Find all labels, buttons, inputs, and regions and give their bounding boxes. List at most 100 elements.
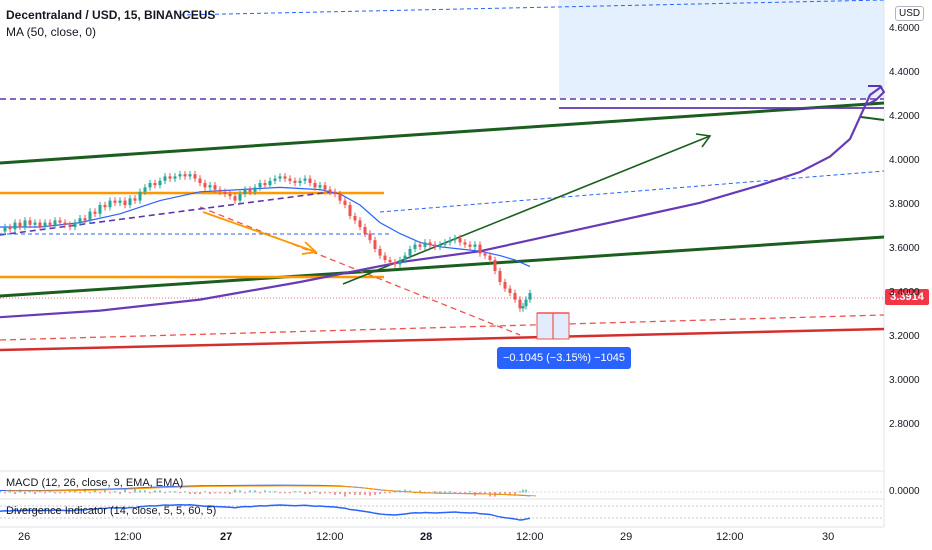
support-line-red[interactable] [0,327,885,352]
time-tick-label: 30 [822,531,835,543]
time-tick-label: 12:00 [316,531,344,543]
candle-body [23,220,27,227]
macd-bar [209,492,211,495]
macd-bar [404,489,406,493]
macd-bar [54,492,56,494]
macd-bar [329,492,331,494]
candle-body [298,180,302,183]
candle-body [108,200,112,208]
cursor-wedge [867,85,886,105]
macd-bar [229,492,231,495]
macd-bar [289,492,291,494]
lower-channel-line[interactable] [0,235,885,298]
support-dashed-red[interactable] [0,314,885,341]
macd-axis-label: 0.0000 [889,486,920,497]
macd-bar [359,492,361,495]
divergence-line [0,504,531,521]
candle-body [283,176,287,179]
candle-body [518,299,522,309]
candle-body [93,211,97,214]
price-tick-label: 4.6000 [889,23,920,34]
candle-body [368,233,372,241]
candle-body [308,178,312,183]
candle-body [313,183,317,188]
macd-bar [4,492,6,494]
time-tick-label: 12:00 [716,531,744,543]
macd-bar [339,492,341,495]
macd-bar [294,491,296,493]
candle-body [198,178,202,183]
chart-title[interactable]: Decentraland / USD, 15, BINANCEUS [6,8,216,22]
candles [3,170,532,312]
time-tick-label: 27 [220,531,233,543]
candle-body [178,174,182,177]
top-dotted-blue[interactable] [179,0,885,16]
candle-body [148,183,152,188]
ma-line [0,186,531,268]
macd-bar [134,488,136,493]
candle-body [233,196,237,201]
price-tick-label: 2.8000 [889,419,920,430]
macd-bar [344,492,346,497]
candle-body [123,200,127,205]
macd-legend[interactable]: MACD (12, 26, close, 9, EMA, EMA) [6,477,184,489]
candle-body [293,180,297,183]
candle-body [98,205,102,214]
macd-bar [249,490,251,493]
candle-body [193,174,197,179]
upper-channel-line[interactable] [0,101,885,165]
macd-bar [244,492,246,494]
macd-bar [504,492,506,495]
orange-arrow[interactable] [202,211,319,255]
macd-bar [324,492,326,494]
candle-body [303,178,307,181]
candle-body [393,262,397,265]
candle-body [258,183,262,188]
candle-body [488,255,492,260]
macd-bar [124,489,126,493]
macd-bar [119,492,121,495]
candle-body [318,185,322,188]
candle-body [153,183,157,186]
candle-body [113,200,117,203]
candle-body [103,205,107,208]
measure-box[interactable] [536,312,570,340]
candle-body [268,180,272,186]
purple-trend-curve [0,85,883,319]
macd-bar [525,489,527,493]
macd-bar [374,492,376,495]
candle-body [128,198,132,205]
candle-body [53,220,57,225]
candle-body [498,271,502,282]
candle-body [348,205,352,216]
macd-bar [0,490,1,493]
time-tick-label: 26 [18,531,31,543]
macd-bar [109,492,111,494]
candle-body [358,220,362,227]
macd-bar [514,492,516,496]
macd-bar [459,492,461,494]
candle-body [183,174,187,177]
macd-bar [74,490,76,493]
macd-bar [34,492,36,495]
candle-body [18,222,22,227]
price-tick-label: 4.0000 [889,155,920,166]
candle-body [353,216,357,221]
macd-bar [304,492,306,495]
candle-body [443,242,447,245]
macd-bar [69,490,71,493]
ma-legend[interactable]: MA (50, close, 0) [6,25,97,39]
candle-body [43,222,47,227]
macd-bar [154,490,156,493]
macd-bar [509,492,511,495]
macd-bar [354,492,356,495]
macd-bar [219,492,221,494]
currency-button[interactable]: USD [895,6,925,21]
candle-body [463,242,467,245]
time-tick-label: 12:00 [114,531,142,543]
macd-bar [522,489,524,493]
measure-label: −0.1045 (−3.15%) −1045 [497,347,632,369]
divergence-legend[interactable]: Divergence Indicator (14, close, 5, 5, 6… [6,505,217,517]
rising-dotted-blue[interactable] [379,170,885,213]
